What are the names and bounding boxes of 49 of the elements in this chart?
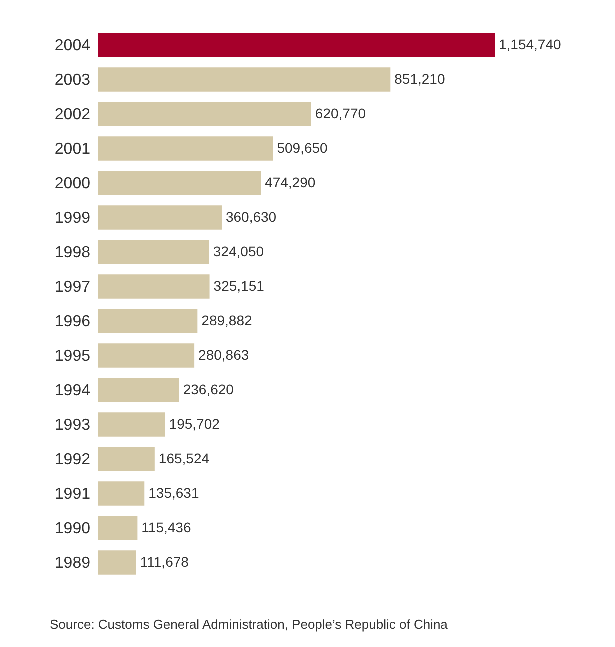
bar [98,240,210,264]
bar [98,136,274,161]
data-label: 165,524 [158,450,210,466]
y-tick-label: 1999 [54,210,91,227]
data-label: 289,882 [202,312,252,328]
bar [98,550,136,575]
bar [98,102,312,126]
data-label: 620,770 [315,105,366,122]
bar [98,482,145,506]
data-label: 324,050 [213,243,264,260]
data-label: 115,436 [142,519,192,536]
bar [98,206,222,230]
y-tick-label: 1995 [54,348,91,365]
data-label: 280,863 [198,346,250,363]
data-label: 851,210 [394,70,446,87]
y-tick-label: 1993 [54,416,91,434]
y-tick-label: 2001 [54,140,91,158]
bar [98,447,155,472]
data-label: 1,154,740 [499,36,562,52]
data-label: 195,702 [169,416,220,432]
bar [98,344,195,368]
bar [98,378,180,402]
y-tick-label: 1989 [54,554,91,572]
y-tick-label: 2003 [54,72,91,89]
source-note: Source: Customs General Administration, People’s Republic of China [50,617,449,632]
y-tick-label: 1992 [54,451,91,468]
bar [98,309,198,334]
data-label: 360,630 [226,208,277,225]
y-tick-label: 1998 [54,244,91,262]
y-tick-label: 1996 [54,313,91,330]
bar [98,33,495,58]
bar [98,516,138,540]
y-tick-label: 1994 [54,382,91,400]
y-tick-label: 1990 [54,520,91,538]
data-label: 509,650 [277,140,328,156]
data-label: 325,151 [214,278,265,294]
data-label: 111,678 [140,554,190,570]
y-tick-label: 1991 [54,486,91,503]
bar [98,412,166,437]
y-tick-label: 2002 [54,106,91,124]
data-label: 135,631 [148,484,200,501]
data-label: 474,290 [265,174,316,190]
bar [98,171,262,196]
data-label: 236,620 [183,381,234,398]
y-tick-label: 2000 [54,175,91,192]
bar [98,274,210,299]
bar [98,68,391,92]
y-tick-label: 2004 [54,37,91,54]
y-tick-label: 1997 [54,278,91,296]
